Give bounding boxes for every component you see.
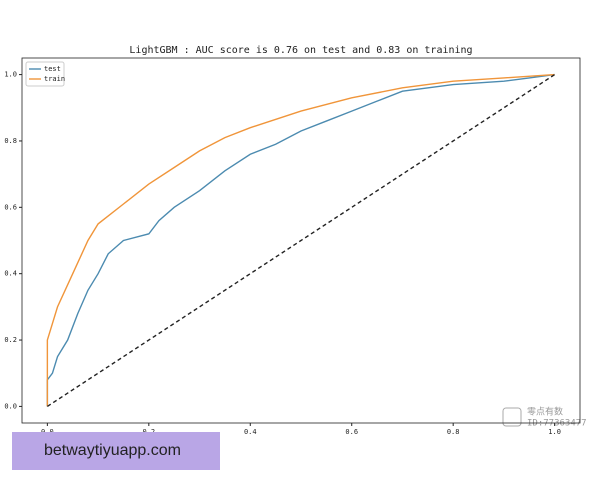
x-tick-label: 0.8 [447, 428, 460, 436]
legend-label: test [44, 65, 61, 73]
series-line [46, 74, 556, 407]
y-tick-label: 1.0 [4, 71, 17, 79]
series-line [46, 73, 555, 407]
x-tick-label: 1.0 [548, 428, 561, 436]
y-tick-label: 0.6 [4, 203, 17, 211]
plot-frame [21, 57, 581, 424]
x-tick-label: 0.4 [244, 428, 257, 436]
y-tick-label: 0.4 [4, 270, 17, 278]
y-tick-label: 0.8 [4, 137, 17, 145]
series-line [46, 73, 555, 407]
legend-box [25, 61, 65, 87]
banner: betwaytiyuapp.com [12, 432, 220, 470]
watermark-icon [502, 407, 522, 427]
watermark: 零点有数 ID:77363477 [502, 406, 587, 429]
y-tick-label: 0.0 [4, 402, 17, 410]
chart-title: LightGBM : AUC score is 0.76 on test and… [129, 45, 472, 56]
x-tick-label: 0.6 [345, 428, 358, 436]
legend-label: train [44, 75, 65, 83]
y-tick-label: 0.2 [4, 336, 17, 344]
watermark-name: 零点有数 [527, 406, 563, 418]
watermark-id: ID:77363477 [527, 419, 587, 429]
